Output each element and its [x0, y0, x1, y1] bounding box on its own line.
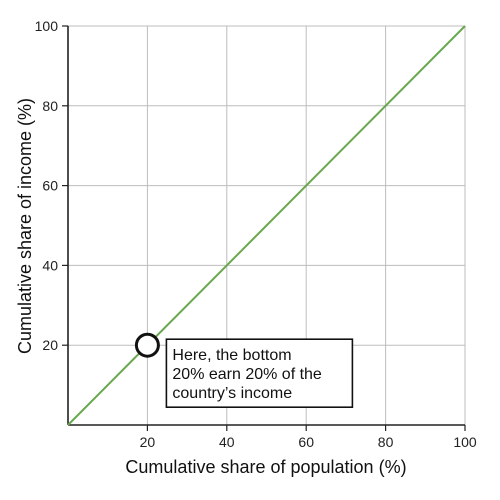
- annotation-line-3: country’s income: [172, 385, 292, 402]
- x-tick-label-3: 80: [378, 434, 394, 450]
- y-tick-label-1: 40: [42, 257, 58, 273]
- tick-labels: 20 40 60 80 100 20 40 60 80 100: [35, 18, 477, 450]
- x-tick-label-1: 40: [219, 434, 235, 450]
- annotation-box: [165, 338, 354, 409]
- y-axis-label: Cumulative share of income (%): [15, 98, 35, 354]
- x-tick-label-4: 100: [453, 434, 477, 450]
- annotation-callout: Here, the bottom 20% earn 20% of the cou…: [165, 338, 354, 409]
- x-axis-label: Cumulative share of population (%): [125, 457, 406, 477]
- y-tick-label-2: 60: [42, 178, 58, 194]
- series-line-0: [67, 25, 466, 426]
- highlight-point: [134, 332, 160, 358]
- y-tick-label-0: 20: [42, 337, 58, 353]
- y-tick-label-3: 80: [42, 98, 58, 114]
- axes: [67, 26, 465, 426]
- series: [67, 25, 466, 426]
- y-tick-label-4: 100: [35, 18, 59, 34]
- x-tick-label-2: 60: [298, 434, 314, 450]
- annotation-line-2: 20% earn 20% of the: [172, 366, 322, 383]
- x-tick-label-0: 20: [140, 434, 156, 450]
- annotation-line-1: Here, the bottom: [172, 347, 291, 364]
- highlight-marker: [134, 332, 160, 358]
